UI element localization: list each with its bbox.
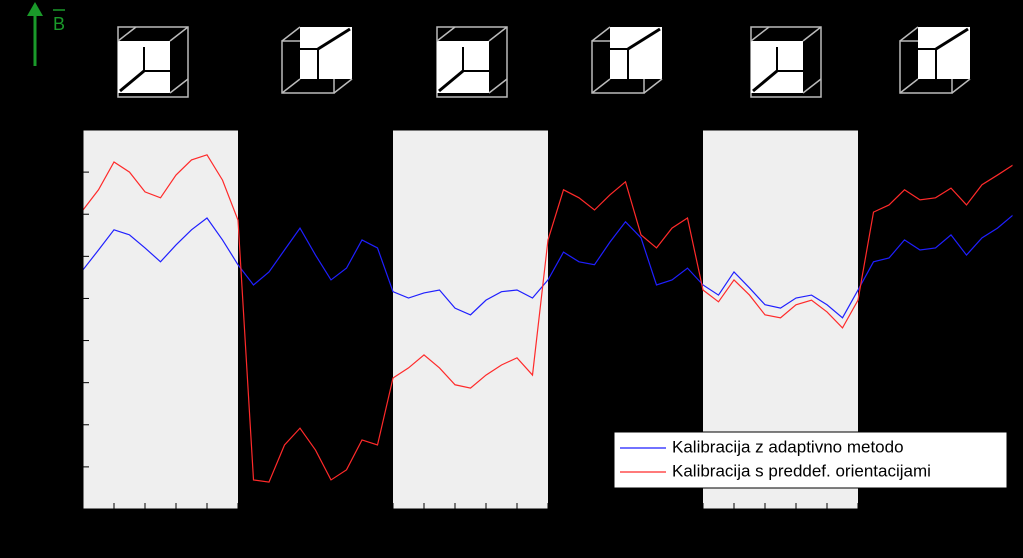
series-line xyxy=(82,154,1014,483)
shaded-region xyxy=(393,130,548,509)
field-arrow: B xyxy=(27,2,65,66)
legend-label: Kalibracija s preddef. orientacijami xyxy=(672,461,931,480)
field-label: B xyxy=(53,14,65,34)
series-line xyxy=(82,214,1014,319)
plot-frame xyxy=(82,129,1014,510)
legend-label: Kalibracija z adaptivno metodo xyxy=(672,437,904,456)
legend-box xyxy=(613,431,1008,489)
orientation-icons xyxy=(116,25,972,99)
shaded-region xyxy=(83,130,238,509)
legend: Kalibracija z adaptivno metodo Kalibracij… xyxy=(613,431,1008,489)
